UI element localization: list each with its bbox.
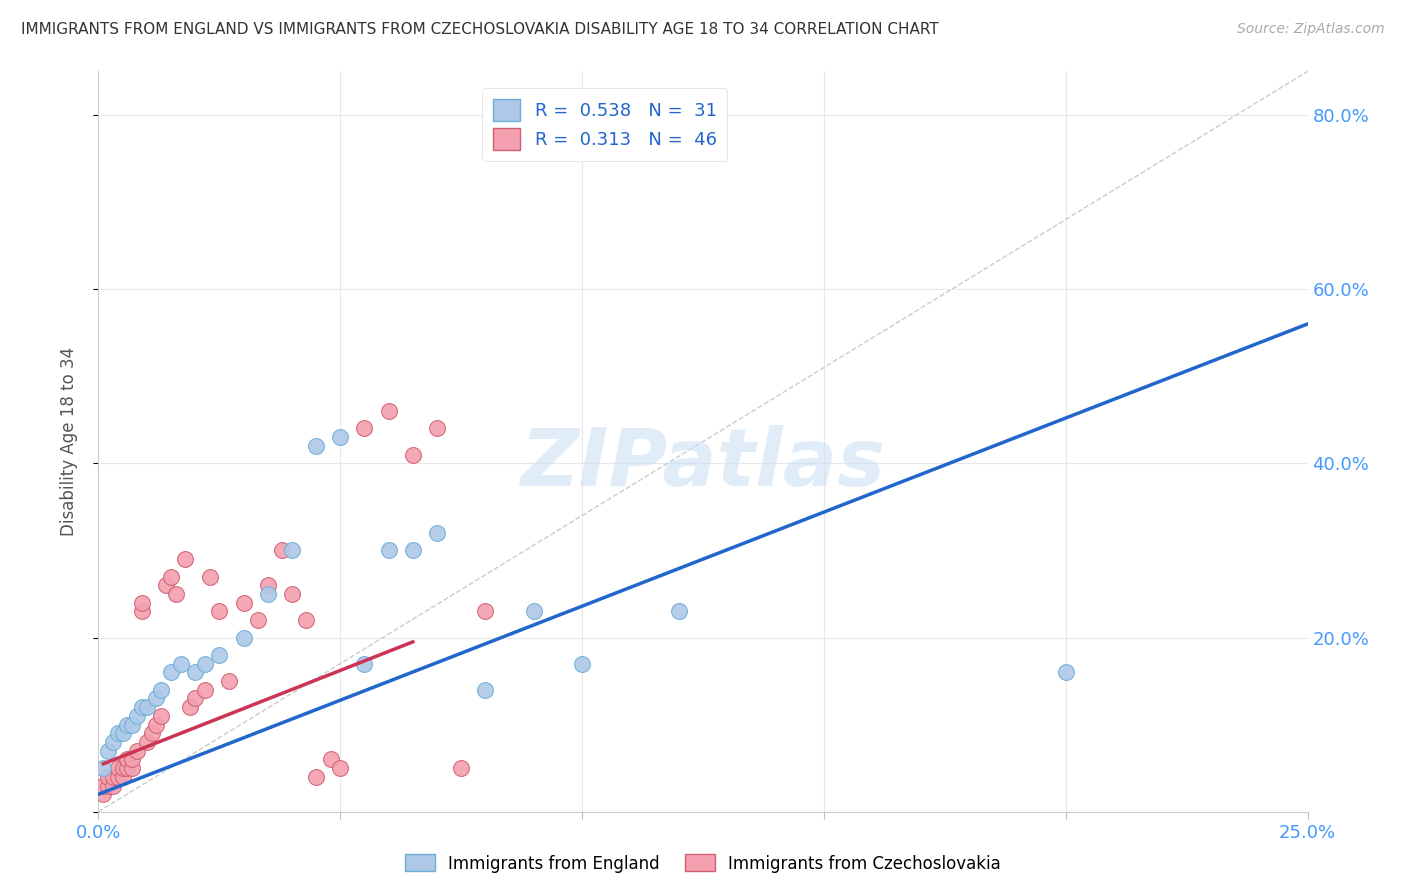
Point bbox=[145, 691, 167, 706]
Point bbox=[174, 552, 197, 566]
Legend: Immigrants from England, Immigrants from Czechoslovakia: Immigrants from England, Immigrants from… bbox=[398, 847, 1008, 880]
Point bbox=[127, 709, 149, 723]
Point bbox=[319, 752, 342, 766]
Point bbox=[402, 543, 425, 558]
Point bbox=[305, 439, 328, 453]
Point bbox=[97, 770, 120, 784]
Legend: R =  0.538   N =  31, R =  0.313   N =  46: R = 0.538 N = 31, R = 0.313 N = 46 bbox=[482, 87, 727, 161]
Point bbox=[160, 665, 183, 680]
Point bbox=[218, 674, 240, 689]
Point bbox=[295, 613, 318, 627]
Point bbox=[305, 770, 328, 784]
Point bbox=[117, 717, 139, 731]
Point bbox=[141, 726, 163, 740]
Point bbox=[111, 761, 134, 775]
Point bbox=[121, 761, 143, 775]
Point bbox=[165, 587, 187, 601]
Point bbox=[232, 596, 254, 610]
Point bbox=[135, 735, 157, 749]
Point bbox=[377, 543, 399, 558]
Point bbox=[97, 779, 120, 793]
Point bbox=[127, 744, 149, 758]
Point bbox=[194, 657, 217, 671]
Point bbox=[1054, 665, 1077, 680]
Point bbox=[169, 657, 191, 671]
Point bbox=[121, 717, 143, 731]
Point bbox=[107, 726, 129, 740]
Point bbox=[450, 761, 472, 775]
Point bbox=[101, 770, 124, 784]
Y-axis label: Disability Age 18 to 34: Disability Age 18 to 34 bbox=[59, 347, 77, 536]
Point bbox=[281, 587, 304, 601]
Point bbox=[107, 761, 129, 775]
Point bbox=[101, 735, 124, 749]
Point bbox=[117, 752, 139, 766]
Point bbox=[131, 596, 153, 610]
Text: Source: ZipAtlas.com: Source: ZipAtlas.com bbox=[1237, 22, 1385, 37]
Point bbox=[523, 604, 546, 618]
Point bbox=[426, 526, 449, 541]
Point bbox=[208, 604, 231, 618]
Point bbox=[247, 613, 270, 627]
Point bbox=[131, 700, 153, 714]
Point bbox=[91, 761, 114, 775]
Point bbox=[101, 779, 124, 793]
Text: ZIPatlas: ZIPatlas bbox=[520, 425, 886, 503]
Point bbox=[271, 543, 294, 558]
Point bbox=[91, 779, 114, 793]
Point bbox=[97, 744, 120, 758]
Point bbox=[179, 700, 201, 714]
Point bbox=[111, 770, 134, 784]
Point bbox=[194, 682, 217, 697]
Point bbox=[198, 569, 221, 583]
Text: IMMIGRANTS FROM ENGLAND VS IMMIGRANTS FROM CZECHOSLOVAKIA DISABILITY AGE 18 TO 3: IMMIGRANTS FROM ENGLAND VS IMMIGRANTS FR… bbox=[21, 22, 939, 37]
Point bbox=[329, 430, 352, 444]
Point bbox=[184, 665, 207, 680]
Point bbox=[150, 709, 173, 723]
Point bbox=[474, 604, 496, 618]
Point bbox=[571, 657, 593, 671]
Point bbox=[111, 726, 134, 740]
Point bbox=[353, 657, 375, 671]
Point bbox=[353, 421, 375, 435]
Point bbox=[281, 543, 304, 558]
Point bbox=[150, 682, 173, 697]
Point bbox=[426, 421, 449, 435]
Point bbox=[160, 569, 183, 583]
Point bbox=[377, 404, 399, 418]
Point bbox=[107, 770, 129, 784]
Point bbox=[402, 448, 425, 462]
Point bbox=[121, 752, 143, 766]
Point bbox=[256, 587, 278, 601]
Point bbox=[232, 631, 254, 645]
Point bbox=[329, 761, 352, 775]
Point bbox=[668, 604, 690, 618]
Point bbox=[155, 578, 177, 592]
Point bbox=[131, 604, 153, 618]
Point bbox=[145, 717, 167, 731]
Point bbox=[184, 691, 207, 706]
Point bbox=[91, 787, 114, 801]
Point bbox=[208, 648, 231, 662]
Point bbox=[474, 682, 496, 697]
Point bbox=[117, 761, 139, 775]
Point bbox=[135, 700, 157, 714]
Point bbox=[256, 578, 278, 592]
